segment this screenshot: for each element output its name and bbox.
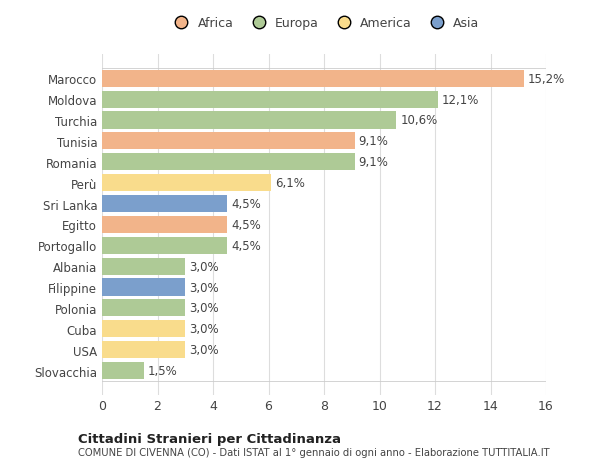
Bar bbox=[102, 300, 185, 317]
Text: 10,6%: 10,6% bbox=[400, 114, 437, 127]
Text: 9,1%: 9,1% bbox=[359, 156, 389, 169]
Text: 9,1%: 9,1% bbox=[359, 135, 389, 148]
Bar bbox=[102, 112, 396, 129]
Bar bbox=[102, 320, 185, 338]
Bar bbox=[102, 279, 185, 296]
Text: 4,5%: 4,5% bbox=[231, 197, 261, 211]
Text: Cittadini Stranieri per Cittadinanza: Cittadini Stranieri per Cittadinanza bbox=[78, 432, 341, 445]
Bar bbox=[102, 133, 355, 150]
Bar bbox=[102, 154, 355, 171]
Text: 4,5%: 4,5% bbox=[231, 218, 261, 231]
Text: 15,2%: 15,2% bbox=[528, 73, 565, 85]
Text: 3,0%: 3,0% bbox=[190, 281, 219, 294]
Bar bbox=[102, 258, 185, 275]
Bar bbox=[102, 237, 227, 254]
Text: 4,5%: 4,5% bbox=[231, 239, 261, 252]
Text: 1,5%: 1,5% bbox=[148, 364, 178, 377]
Bar bbox=[102, 196, 227, 213]
Text: 12,1%: 12,1% bbox=[442, 94, 479, 106]
Bar bbox=[102, 175, 271, 192]
Text: 3,0%: 3,0% bbox=[190, 343, 219, 356]
Text: COMUNE DI CIVENNA (CO) - Dati ISTAT al 1° gennaio di ogni anno - Elaborazione TU: COMUNE DI CIVENNA (CO) - Dati ISTAT al 1… bbox=[78, 448, 550, 458]
Bar bbox=[102, 341, 185, 358]
Bar bbox=[102, 91, 438, 108]
Bar bbox=[102, 71, 524, 88]
Bar bbox=[102, 216, 227, 234]
Text: 3,0%: 3,0% bbox=[190, 260, 219, 273]
Bar bbox=[102, 362, 143, 379]
Text: 6,1%: 6,1% bbox=[275, 177, 305, 190]
Text: 3,0%: 3,0% bbox=[190, 323, 219, 336]
Text: 3,0%: 3,0% bbox=[190, 302, 219, 315]
Legend: Africa, Europa, America, Asia: Africa, Europa, America, Asia bbox=[169, 17, 479, 30]
